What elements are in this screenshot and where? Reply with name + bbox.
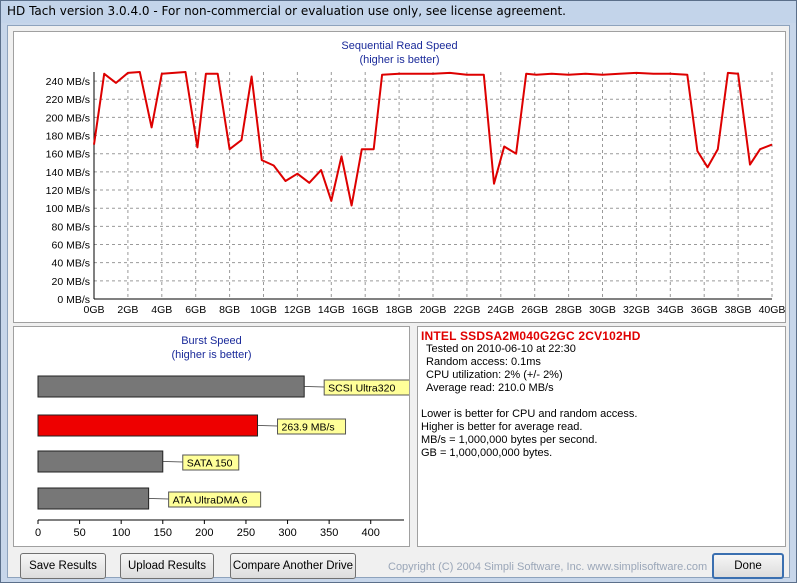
label-leader: [304, 386, 325, 388]
bar-label: 263.9 MB/s: [282, 422, 335, 434]
cpu-utilization: CPU utilization: 2% (+/- 2%): [426, 369, 563, 381]
note-line: MB/s = 1,000,000 bytes per second.: [421, 434, 598, 446]
sequential-subtitle: (higher is better): [359, 54, 440, 66]
x-tick-label: 0: [35, 527, 41, 539]
x-tick-label: 6GB: [185, 304, 206, 316]
upload-results-button[interactable]: Upload Results: [120, 553, 214, 579]
random-access: Random access: 0.1ms: [426, 356, 541, 368]
label-leader: [257, 425, 278, 427]
x-tick-label: 34GB: [657, 304, 684, 316]
y-tick-label: 100 MB/s: [46, 203, 90, 215]
save-results-button[interactable]: Save Results: [20, 553, 106, 579]
x-tick-label: 200: [195, 527, 213, 539]
x-tick-label: 400: [362, 527, 380, 539]
bar-ata-udma6: [37, 487, 150, 510]
y-tick-label: 80 MB/s: [51, 221, 90, 233]
x-tick-label: 350: [320, 527, 338, 539]
x-tick-label: 0GB: [83, 304, 104, 316]
read-speed-series-line: [93, 71, 773, 207]
bar-label-box: [182, 454, 240, 471]
tested-on: Tested on 2010-06-10 at 22:30: [426, 343, 576, 355]
x-tick-label: 12GB: [284, 304, 311, 316]
sequential-read-chart: 0 MB/s 20 MB/s 40 MB/s 60 MB/s 80 MB/s 100 MB…: [46, 71, 785, 316]
x-tick-label: 100: [112, 527, 130, 539]
bar-label: SCSI Ultra320: [328, 383, 395, 395]
sequential-read-panel: Sequential Read Speed (higher is better)…: [13, 31, 786, 323]
copyright-text: Copyright (C) 2004 Simpli Software, Inc.…: [388, 561, 708, 573]
x-tick-label: 16GB: [352, 304, 379, 316]
x-tick-label: 22GB: [453, 304, 480, 316]
x-tick-label: 32GB: [623, 304, 650, 316]
done-button[interactable]: Done: [712, 553, 784, 579]
window-title: HD Tach version 3.0.4.0 - For non-commer…: [1, 1, 796, 23]
burst-speed-panel: Burst Speed (higher is better) 0 50 100 150…: [13, 326, 410, 547]
y-tick-label: 40 MB/s: [51, 258, 90, 270]
x-tick-label: 28GB: [555, 304, 582, 316]
x-tick-label: 50: [73, 527, 85, 539]
bar-label: SATA 150: [187, 458, 233, 470]
bar-sata-150: [37, 450, 164, 473]
note-line: Higher is better for average read.: [421, 421, 583, 433]
x-tick-label: 250: [237, 527, 255, 539]
x-tick-label: 26GB: [521, 304, 548, 316]
note-line: GB = 1,000,000,000 bytes.: [421, 447, 553, 459]
drive-name: INTEL SSDSA2M040G2GC 2CV102HD: [421, 329, 641, 343]
burst-title: Burst Speed: [181, 335, 242, 347]
x-tick-label: 14GB: [318, 304, 345, 316]
x-tick-label: 300: [278, 527, 296, 539]
note-line: Lower is better for CPU and random acces…: [421, 408, 638, 420]
bar-tested-drive: [37, 414, 259, 437]
x-tick-label: 40GB: [759, 304, 785, 316]
x-tick-label: 2GB: [117, 304, 138, 316]
y-tick-label: 180 MB/s: [46, 131, 90, 143]
burst-subtitle: (higher is better): [171, 349, 252, 361]
client-area: Sequential Read Speed (higher is better)…: [7, 25, 790, 579]
y-tick-label: 140 MB/s: [46, 167, 90, 179]
average-read: Average read: 210.0 MB/s: [426, 382, 554, 394]
y-tick-label: 60 MB/s: [51, 240, 90, 252]
y-tick-label: 20 MB/s: [51, 276, 90, 288]
burst-speed-chart: 0 50 100 150 200 250 300 350 400 SCSI Ultra320 263…: [35, 375, 409, 539]
x-tick-label: 20GB: [420, 304, 447, 316]
y-tick-label: 220 MB/s: [46, 94, 90, 106]
x-tick-label: 38GB: [725, 304, 752, 316]
sequential-title: Sequential Read Speed: [341, 40, 458, 52]
bar-scsi-ultra320: [37, 375, 305, 398]
x-tick-label: 150: [154, 527, 172, 539]
y-tick-label: 160 MB/s: [46, 149, 90, 161]
label-leader: [162, 461, 183, 463]
x-tick-label: 8GB: [219, 304, 240, 316]
bar-label-box: [323, 379, 409, 396]
x-tick-label: 36GB: [691, 304, 718, 316]
label-leader: [148, 498, 169, 500]
results-info-panel: INTEL SSDSA2M040G2GC 2CV102HD Tested on …: [417, 326, 786, 547]
bar-label-box: [168, 491, 262, 508]
x-tick-label: 4GB: [151, 304, 172, 316]
y-tick-label: 200 MB/s: [46, 112, 90, 124]
bar-label: ATA UltraDMA 6: [173, 495, 248, 507]
x-tick-label: 30GB: [589, 304, 616, 316]
y-tick-label: 120 MB/s: [46, 185, 90, 197]
y-tick-label: 240 MB/s: [46, 76, 90, 88]
bar-label-box: [277, 418, 347, 435]
compare-another-drive-button[interactable]: Compare Another Drive: [230, 553, 356, 579]
x-tick-label: 18GB: [386, 304, 413, 316]
y-tick-label: 0 MB/s: [57, 294, 90, 306]
x-tick-label: 10GB: [250, 304, 277, 316]
x-tick-label: 24GB: [487, 304, 514, 316]
